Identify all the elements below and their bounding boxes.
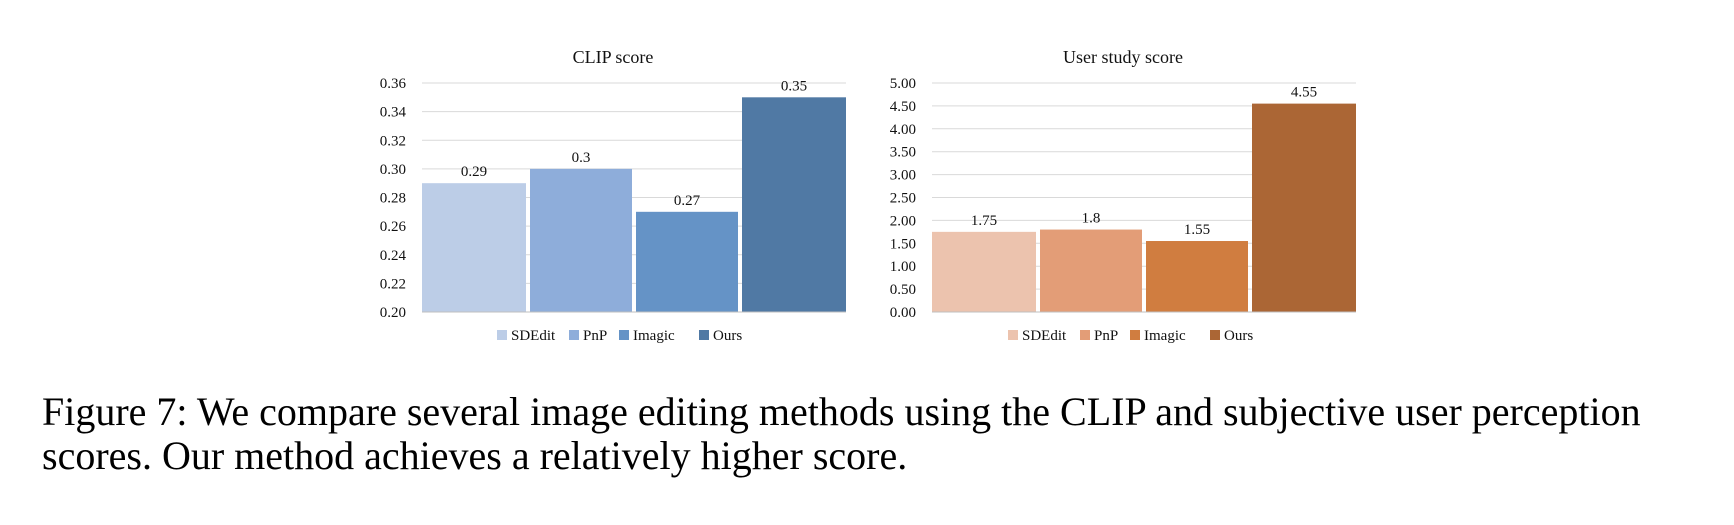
user-y-tick-label: 0.50 bbox=[890, 282, 916, 298]
clip-bar-ours bbox=[742, 97, 846, 312]
user-chart-title: User study score bbox=[1063, 47, 1183, 67]
user-legend-swatch-sdedit bbox=[1008, 330, 1018, 340]
clip-legend-label-imagic: Imagic bbox=[633, 328, 675, 344]
user-legend-label-ours: Ours bbox=[1224, 328, 1253, 344]
user-bar-imagic bbox=[1146, 241, 1248, 312]
figure-caption: Figure 7: We compare several image editi… bbox=[42, 390, 1702, 478]
clip-data-label-sdedit: 0.29 bbox=[461, 164, 487, 180]
user-bar-ours bbox=[1252, 103, 1356, 312]
clip-bar-imagic bbox=[636, 211, 738, 312]
user-legend-label-sdedit: SDEdit bbox=[1022, 328, 1067, 344]
caption-line-2: scores. Our method achieves a relatively… bbox=[42, 433, 908, 478]
clip-y-tick-label: 0.30 bbox=[380, 162, 406, 178]
clip-legend-label-pnp: PnP bbox=[583, 328, 607, 344]
clip-score-chart: CLIP score 0.20 0.22 0.24 0.26 0.28 0.30 0.32 0.… bbox=[380, 47, 846, 344]
clip-y-tick-label: 0.22 bbox=[380, 276, 406, 292]
user-legend-label-pnp: PnP bbox=[1094, 328, 1118, 344]
clip-legend-swatch-pnp bbox=[569, 330, 579, 340]
clip-y-tick-label: 0.34 bbox=[380, 105, 407, 121]
clip-y-tick-label: 0.20 bbox=[380, 305, 406, 321]
user-data-label-ours: 4.55 bbox=[1291, 85, 1317, 101]
user-data-label-pnp: 1.8 bbox=[1082, 211, 1101, 227]
user-y-tick-label: 2.00 bbox=[890, 213, 916, 229]
caption-line-1: Figure 7: We compare several image editi… bbox=[42, 389, 1641, 434]
user-legend-swatch-ours bbox=[1210, 330, 1220, 340]
user-y-tick-label: 3.50 bbox=[890, 145, 916, 161]
clip-bar-pnp bbox=[530, 168, 632, 312]
clip-data-label-ours: 0.35 bbox=[781, 78, 807, 94]
clip-bar-sdedit bbox=[422, 183, 526, 312]
clip-data-label-imagic: 0.27 bbox=[674, 193, 701, 209]
user-legend-label-imagic: Imagic bbox=[1144, 328, 1186, 344]
user-y-tick-label: 1.00 bbox=[890, 259, 916, 275]
user-legend-swatch-pnp bbox=[1080, 330, 1090, 340]
clip-legend-label-sdedit: SDEdit bbox=[511, 328, 556, 344]
user-data-label-imagic: 1.55 bbox=[1184, 222, 1210, 238]
user-study-chart: User study score 0.00 0.50 1.00 1.50 2.00 2.50… bbox=[890, 47, 1356, 344]
user-y-tick-label: 2.50 bbox=[890, 191, 916, 207]
clip-legend-swatch-sdedit bbox=[497, 330, 507, 340]
user-y-tick-label: 4.50 bbox=[890, 99, 916, 115]
user-y-tick-label: 0.00 bbox=[890, 305, 916, 321]
user-bar-pnp bbox=[1040, 229, 1142, 312]
clip-legend-swatch-imagic bbox=[619, 330, 629, 340]
user-data-label-sdedit: 1.75 bbox=[971, 213, 997, 229]
clip-y-tick-label: 0.28 bbox=[380, 191, 406, 207]
user-y-tick-label: 5.00 bbox=[890, 76, 916, 92]
user-y-tick-label: 1.50 bbox=[890, 236, 916, 252]
user-bar-sdedit bbox=[932, 231, 1036, 312]
clip-y-tick-label: 0.36 bbox=[380, 76, 407, 92]
clip-legend-label-ours: Ours bbox=[713, 328, 742, 344]
user-y-tick-label: 4.00 bbox=[890, 122, 916, 138]
user-legend-swatch-imagic bbox=[1130, 330, 1140, 340]
user-y-tick-label: 3.00 bbox=[890, 168, 916, 184]
clip-y-tick-label: 0.24 bbox=[380, 248, 407, 264]
clip-y-tick-label: 0.32 bbox=[380, 133, 406, 149]
clip-chart-title: CLIP score bbox=[573, 47, 654, 67]
clip-legend-swatch-ours bbox=[699, 330, 709, 340]
clip-y-tick-label: 0.26 bbox=[380, 219, 407, 235]
clip-data-label-pnp: 0.3 bbox=[572, 150, 591, 166]
